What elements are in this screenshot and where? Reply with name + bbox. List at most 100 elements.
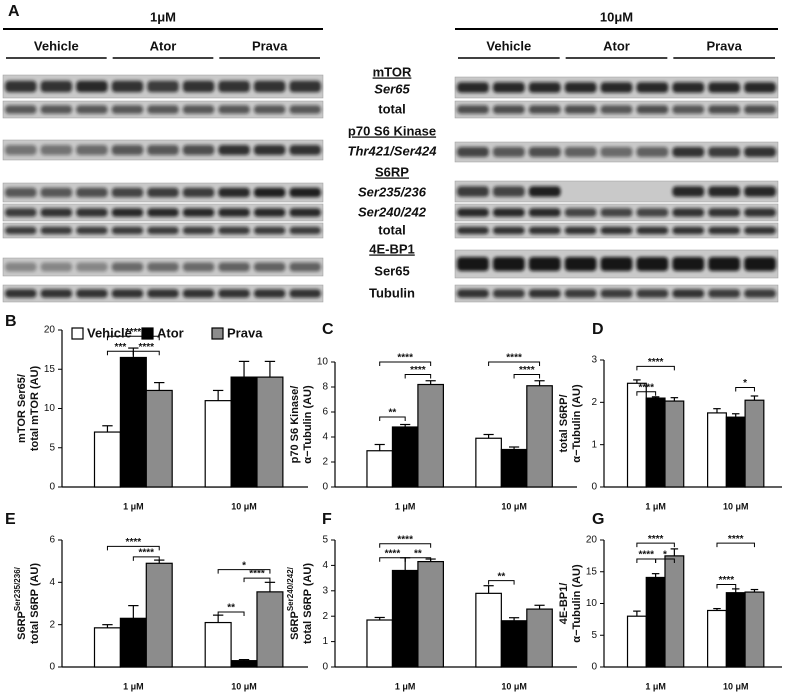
blot-band bbox=[289, 105, 321, 114]
blot-band bbox=[5, 208, 37, 217]
blot-band bbox=[182, 262, 215, 272]
blot-band bbox=[289, 289, 321, 298]
group-label: Vehicle bbox=[486, 38, 531, 53]
bar bbox=[626, 382, 647, 488]
blot-band bbox=[636, 82, 669, 93]
blot-band bbox=[492, 208, 525, 217]
blot-band bbox=[253, 226, 286, 235]
blot-band bbox=[528, 289, 561, 298]
significance-bracket bbox=[404, 374, 432, 379]
blot-band bbox=[708, 147, 741, 157]
blot-band bbox=[528, 257, 561, 271]
panel-label: E bbox=[5, 511, 16, 528]
blot-row-label: 4E-BP1 bbox=[369, 241, 415, 256]
y-axis-label-part: mTOR Ser65/ bbox=[16, 374, 28, 443]
blot-band bbox=[744, 186, 776, 197]
bar bbox=[526, 608, 553, 668]
bar bbox=[230, 660, 258, 668]
blot-band bbox=[76, 145, 108, 155]
blot-band bbox=[111, 226, 144, 235]
concentration-label: 1μM bbox=[150, 9, 176, 24]
blot-band bbox=[182, 80, 215, 93]
bar bbox=[664, 400, 685, 488]
blot-band bbox=[111, 145, 144, 155]
significance-bracket bbox=[655, 558, 675, 564]
y-axis-label-part: α−Tubulin (AU) bbox=[302, 385, 314, 464]
blot-band bbox=[600, 226, 633, 235]
y-axis-label: α−Tubulin (AU) bbox=[571, 384, 583, 463]
blot-band bbox=[40, 262, 73, 272]
blot-band bbox=[76, 208, 108, 217]
blot-band bbox=[147, 262, 179, 272]
bar bbox=[664, 555, 685, 668]
blot-band bbox=[600, 208, 633, 217]
blot-band bbox=[218, 289, 250, 298]
y-axis-label: S6RPSer240/242/ bbox=[286, 566, 301, 640]
y-tick-label: 5 bbox=[49, 442, 55, 453]
blot-band bbox=[492, 105, 525, 114]
significance-bracket bbox=[379, 543, 432, 548]
significance-label: **** bbox=[397, 353, 413, 364]
blot-band bbox=[182, 226, 215, 235]
blot-band bbox=[253, 187, 286, 198]
bar bbox=[93, 431, 121, 488]
blot-band bbox=[40, 105, 73, 114]
significance-bracket bbox=[404, 557, 432, 562]
group-label: Prava bbox=[252, 38, 288, 53]
significance-bracket bbox=[379, 361, 432, 366]
blot-band bbox=[457, 208, 489, 217]
y-tick-label: 15 bbox=[44, 364, 56, 375]
bar bbox=[204, 400, 232, 488]
y-tick-label: 20 bbox=[586, 535, 598, 546]
y-tick-label: 0 bbox=[591, 662, 597, 673]
y-axis-label: α−Tubulin (AU) bbox=[571, 564, 583, 643]
significance-label: **** bbox=[519, 365, 535, 376]
blot-band bbox=[564, 257, 597, 271]
significance-label: **** bbox=[138, 342, 154, 353]
bar bbox=[707, 412, 727, 488]
y-tick-label: 3 bbox=[322, 585, 328, 596]
y-tick-label: 10 bbox=[317, 357, 329, 368]
blot-band bbox=[40, 289, 73, 298]
y-tick-label: 4 bbox=[49, 577, 55, 588]
blot-band bbox=[253, 145, 286, 155]
y-tick-label: 0 bbox=[322, 482, 328, 493]
blot-band bbox=[528, 186, 561, 197]
blot-band bbox=[457, 82, 489, 93]
x-tick-label: 10 μM bbox=[723, 681, 749, 691]
x-tick-label: 1 μM bbox=[395, 681, 416, 691]
significance-label: **** bbox=[728, 534, 744, 545]
blot-row-label: Ser65 bbox=[374, 263, 409, 278]
bar bbox=[119, 617, 147, 668]
bar bbox=[645, 397, 666, 488]
significance-bracket bbox=[106, 545, 160, 551]
blot-band bbox=[218, 226, 250, 235]
bar bbox=[500, 448, 528, 488]
bar bbox=[256, 591, 284, 668]
significance-bracket bbox=[132, 350, 160, 356]
blot-band bbox=[182, 105, 215, 114]
blot-band bbox=[708, 186, 741, 197]
bar bbox=[204, 621, 232, 668]
significance-label: **** bbox=[648, 534, 664, 545]
legend-label: Vehicle bbox=[87, 325, 132, 340]
significance-bracket bbox=[513, 374, 541, 379]
blot-band bbox=[218, 80, 250, 93]
blot-band bbox=[457, 257, 489, 271]
blot-band bbox=[457, 226, 489, 235]
blot-band bbox=[147, 187, 179, 198]
blot-band bbox=[218, 105, 250, 114]
bar bbox=[366, 619, 394, 668]
group-label: Vehicle bbox=[34, 38, 79, 53]
x-tick-label: 1 μM bbox=[645, 501, 666, 511]
blot-band bbox=[708, 105, 741, 114]
blot-band bbox=[492, 186, 525, 197]
blot-band bbox=[492, 257, 525, 271]
blot-band bbox=[564, 226, 597, 235]
blot-band bbox=[111, 105, 144, 114]
blot-row-label: total bbox=[378, 101, 405, 116]
blot-band bbox=[636, 257, 669, 271]
blot-band bbox=[40, 145, 73, 155]
significance-label: **** bbox=[638, 382, 654, 393]
blot-band bbox=[457, 186, 489, 197]
